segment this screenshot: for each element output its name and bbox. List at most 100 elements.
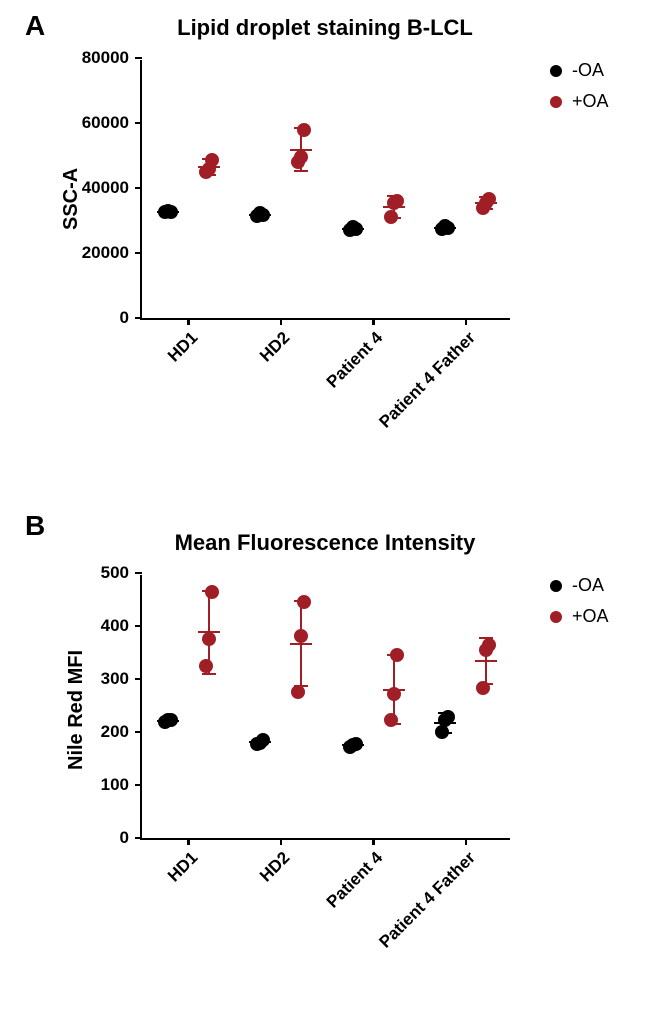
data-point (435, 725, 449, 739)
legend-label: -OA (572, 60, 604, 81)
data-point (390, 194, 404, 208)
y-tick-label: 400 (101, 616, 131, 636)
y-tick-label: 20000 (82, 243, 131, 263)
plot-area: 020000400006000080000HD1HD2Patient 4Pati… (140, 60, 510, 320)
data-point (441, 710, 455, 724)
y-tick-mark (135, 57, 142, 60)
y-tick-mark (135, 837, 142, 840)
mean-line (290, 643, 312, 645)
legend-item: +OA (550, 606, 609, 627)
y-tick-mark (135, 625, 142, 628)
y-tick: 300 (101, 670, 142, 688)
x-tick: HD1 (187, 838, 190, 845)
plot-area: 0100200300400500HD1HD2Patient 4Patient 4… (140, 575, 510, 840)
data-point (384, 210, 398, 224)
x-tick: HD2 (280, 318, 283, 325)
x-tick-label: HD2 (256, 328, 294, 366)
y-tick-label: 0 (120, 828, 131, 848)
y-tick-mark (135, 122, 142, 125)
legend: -OA +OA (550, 575, 609, 637)
y-tick-mark (135, 731, 142, 734)
y-tick: 500 (101, 564, 142, 582)
x-tick-label: Patient 4 (323, 328, 387, 392)
panel-label: B (25, 510, 45, 542)
y-axis-label: Nile Red MFI (65, 650, 88, 770)
x-tick-mark (187, 838, 190, 845)
data-point (387, 687, 401, 701)
data-point (294, 150, 308, 164)
y-tick-mark (135, 572, 142, 575)
data-point (482, 192, 496, 206)
x-tick: Patient 4 Father (465, 318, 468, 325)
data-point (441, 221, 455, 235)
y-tick: 40000 (82, 179, 142, 197)
x-tick-mark (465, 318, 468, 325)
y-tick-mark (135, 317, 142, 320)
y-axis-label: SSC-A (60, 168, 83, 230)
x-tick: HD2 (280, 838, 283, 845)
y-tick: 60000 (82, 114, 142, 132)
y-tick-mark (135, 784, 142, 787)
x-tick-label: HD2 (256, 848, 294, 886)
y-tick-label: 40000 (82, 178, 131, 198)
x-tick-label: HD1 (164, 328, 202, 366)
data-point (205, 153, 219, 167)
y-tick-label: 100 (101, 775, 131, 795)
panel-A: ALipid droplet staining B-LCL02000040000… (20, 10, 666, 480)
data-point (349, 222, 363, 236)
x-tick: Patient 4 Father (465, 838, 468, 845)
panel-B: BMean Fluorescence Intensity010020030040… (20, 510, 666, 1010)
legend-item: +OA (550, 91, 609, 112)
data-point (476, 681, 490, 695)
y-tick: 400 (101, 617, 142, 635)
legend-item: -OA (550, 575, 609, 596)
chart-title: Mean Fluorescence Intensity (140, 530, 510, 556)
data-point (291, 685, 305, 699)
legend-label: -OA (572, 575, 604, 596)
data-point (384, 713, 398, 727)
data-point (164, 713, 178, 727)
x-tick-mark (372, 838, 375, 845)
y-tick: 0 (120, 829, 142, 847)
legend-label: +OA (572, 91, 609, 112)
y-tick-label: 80000 (82, 48, 131, 68)
data-point (199, 659, 213, 673)
y-tick-label: 200 (101, 722, 131, 742)
x-tick: HD1 (187, 318, 190, 325)
x-tick-mark (280, 318, 283, 325)
legend-marker (550, 580, 562, 592)
data-point (202, 632, 216, 646)
x-tick-label: Patient 4 (323, 848, 387, 912)
y-tick-label: 0 (120, 308, 131, 328)
legend-marker (550, 65, 562, 77)
data-point (349, 737, 363, 751)
y-tick: 200 (101, 723, 142, 741)
data-point (256, 733, 270, 747)
data-point (164, 205, 178, 219)
legend-label: +OA (572, 606, 609, 627)
x-tick-mark (465, 838, 468, 845)
x-tick-label: Patient 4 Father (375, 848, 479, 952)
y-tick: 0 (120, 309, 142, 327)
x-tick-mark (280, 838, 283, 845)
y-tick: 100 (101, 776, 142, 794)
legend-marker (550, 611, 562, 623)
data-point (297, 123, 311, 137)
data-point (256, 208, 270, 222)
data-point (482, 638, 496, 652)
error-cap (294, 170, 308, 172)
y-tick-label: 500 (101, 563, 131, 583)
x-tick-mark (372, 318, 375, 325)
legend: -OA +OA (550, 60, 609, 122)
y-tick-mark (135, 252, 142, 255)
panel-label: A (25, 10, 45, 42)
y-tick-label: 300 (101, 669, 131, 689)
y-tick-label: 60000 (82, 113, 131, 133)
x-tick: Patient 4 (372, 318, 375, 325)
y-tick: 20000 (82, 244, 142, 262)
legend-marker (550, 96, 562, 108)
x-tick-label: HD1 (164, 848, 202, 886)
mean-line (475, 660, 497, 662)
figure-root: ALipid droplet staining B-LCL02000040000… (0, 0, 666, 1026)
data-point (297, 595, 311, 609)
